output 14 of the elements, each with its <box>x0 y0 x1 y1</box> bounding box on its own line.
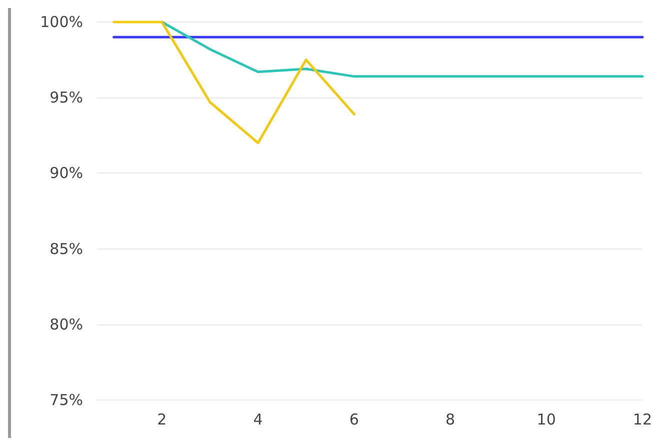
y-tick-label: 85% <box>50 240 83 258</box>
line-series <box>112 20 356 144</box>
y-tick-label: 95% <box>50 88 83 107</box>
x-tick-label: 12 <box>632 410 652 428</box>
x-tick-label: 6 <box>349 410 359 428</box>
x-tick-label: 4 <box>253 410 263 428</box>
y-tick-label: 90% <box>50 164 83 182</box>
y-tick-label: 100% <box>40 13 83 31</box>
x-tick-label: 8 <box>445 410 455 428</box>
x-tick-label: 2 <box>157 410 167 428</box>
y-tick-label: 80% <box>50 315 83 334</box>
y-tick-label: 75% <box>50 391 83 409</box>
x-tick-label: 10 <box>536 410 556 428</box>
line-series <box>160 20 644 78</box>
